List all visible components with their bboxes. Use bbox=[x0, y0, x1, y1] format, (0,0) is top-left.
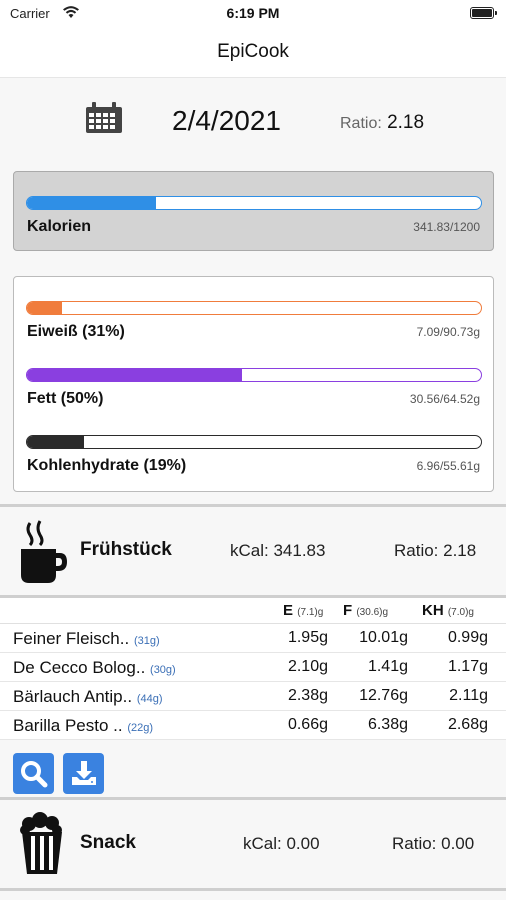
popcorn-icon bbox=[20, 812, 64, 879]
header-fat-label: F bbox=[343, 602, 353, 619]
header-carbs-total: (7.0)g bbox=[447, 607, 474, 618]
navigation-bar: EpiCook bbox=[0, 28, 506, 78]
fat-value: 30.56/64.52g bbox=[409, 392, 480, 406]
table-row[interactable]: Bärlauch Antip.. (44g) 2.38g 12.76g 2.11… bbox=[0, 682, 506, 711]
coffee-cup-icon bbox=[18, 519, 68, 590]
meal-ratio: Ratio: 2.18 bbox=[394, 541, 477, 560]
food-protein: 2.10g bbox=[287, 658, 328, 675]
carbs-progress-bar bbox=[26, 435, 482, 449]
carrier-label: Carrier bbox=[10, 6, 50, 21]
battery-icon bbox=[470, 7, 497, 19]
calories-progress-fill bbox=[27, 197, 157, 209]
protein-value: 7.09/90.73g bbox=[416, 325, 480, 339]
meal-name: Frühstück bbox=[80, 539, 172, 560]
wifi-icon bbox=[62, 5, 80, 24]
food-grams: (44g) bbox=[136, 693, 163, 705]
meal-name: Snack bbox=[80, 832, 136, 853]
food-name-text: Feiner Fleisch.. bbox=[13, 629, 130, 648]
header-protein-total: (7.1)g bbox=[297, 607, 324, 618]
meal-kcal: kCal: 0.00 bbox=[243, 834, 320, 853]
calories-value: 341.83/1200 bbox=[413, 220, 480, 234]
header-carbs-label: KH bbox=[422, 602, 444, 619]
protein-progress-bar bbox=[26, 301, 482, 315]
food-carbs: 1.17g bbox=[447, 658, 488, 675]
macros-card: Eiweiß (31%) 7.09/90.73g Fett (50%) 30.5… bbox=[13, 276, 494, 492]
food-name-text: Barilla Pesto .. bbox=[13, 716, 123, 735]
carbs-label: Kohlenhydrate (19%) bbox=[27, 457, 187, 474]
food-name-text: Bärlauch Antip.. bbox=[13, 687, 133, 706]
selected-date[interactable]: 2/4/2021 bbox=[172, 105, 281, 136]
carbs-progress-fill bbox=[27, 436, 84, 448]
download-icon bbox=[70, 759, 98, 792]
table-row[interactable]: Feiner Fleisch.. (31g) 1.95g 10.01g 0.99… bbox=[0, 624, 506, 653]
main-content: 2/4/2021 Ratio: 2.18 Kalorien 341.83/120… bbox=[0, 78, 506, 900]
food-fat: 12.76g bbox=[359, 687, 408, 704]
meal-snack[interactable]: Snack kCal: 0.00 Ratio: 0.00 bbox=[0, 800, 506, 890]
search-icon bbox=[20, 760, 48, 793]
protein-label: Eiweiß (31%) bbox=[27, 323, 125, 340]
fat-progress-fill bbox=[27, 369, 243, 381]
import-food-button[interactable] bbox=[63, 753, 104, 794]
fat-label: Fett (50%) bbox=[27, 390, 104, 407]
app-title: EpiCook bbox=[217, 41, 289, 62]
food-protein: 2.38g bbox=[287, 687, 328, 704]
calendar-icon[interactable] bbox=[85, 102, 123, 139]
header-carbs: KH (7.0)g bbox=[422, 602, 474, 619]
meal-ratio: Ratio: 0.00 bbox=[392, 834, 475, 853]
food-carbs: 2.68g bbox=[447, 716, 488, 733]
food-protein: 1.95g bbox=[287, 629, 328, 646]
status-time: 6:19 PM bbox=[226, 5, 280, 21]
food-grams: (31g) bbox=[133, 635, 160, 647]
day-ratio-label: Ratio: bbox=[340, 115, 382, 132]
food-name: Bärlauch Antip.. (44g) bbox=[13, 687, 163, 707]
food-fat: 6.38g bbox=[367, 716, 408, 733]
food-carbs: 2.11g bbox=[449, 687, 488, 704]
calories-progress-bar bbox=[26, 196, 482, 210]
status-bar: Carrier 6:19 PM bbox=[0, 0, 506, 28]
section-divider bbox=[0, 888, 506, 891]
search-food-button[interactable] bbox=[13, 753, 54, 794]
table-row[interactable]: De Cecco Bolog.. (30g) 2.10g 1.41g 1.17g bbox=[0, 653, 506, 682]
section-divider bbox=[0, 595, 506, 598]
meal-breakfast[interactable]: Frühstück kCal: 341.83 Ratio: 2.18 bbox=[0, 507, 506, 597]
food-grams: (30g) bbox=[150, 664, 176, 676]
section-divider bbox=[0, 504, 506, 507]
food-name: Barilla Pesto .. (22g) bbox=[13, 716, 153, 736]
header-fat-total: (30.6)g bbox=[356, 607, 389, 618]
carbs-value: 6.96/55.61g bbox=[416, 459, 480, 473]
day-ratio-value: 2.18 bbox=[387, 112, 425, 133]
food-name: Feiner Fleisch.. (31g) bbox=[13, 629, 160, 649]
section-divider bbox=[0, 797, 506, 800]
table-header: E (7.1)g F (30.6)g KH (7.0)g bbox=[0, 598, 506, 624]
table-row[interactable]: Barilla Pesto .. (22g) 0.66g 6.38g 2.68g bbox=[0, 711, 506, 740]
day-ratio: Ratio: 2.18 bbox=[340, 112, 424, 134]
calories-label: Kalorien bbox=[27, 218, 92, 235]
header-protein: E (7.1)g bbox=[283, 602, 323, 619]
food-grams: (22g) bbox=[127, 722, 154, 734]
meal-kcal: kCal: 341.83 bbox=[230, 541, 326, 560]
food-fat: 1.41g bbox=[367, 658, 408, 675]
food-name: De Cecco Bolog.. (30g) bbox=[13, 658, 176, 678]
header-fat: F (30.6)g bbox=[343, 602, 388, 619]
fat-progress-bar bbox=[26, 368, 482, 382]
food-name-text: De Cecco Bolog.. bbox=[13, 658, 146, 677]
header-protein-label: E bbox=[283, 602, 294, 619]
protein-progress-fill bbox=[27, 302, 63, 314]
calories-card: Kalorien 341.83/1200 bbox=[13, 171, 494, 251]
food-carbs: 0.99g bbox=[447, 629, 488, 646]
date-row: 2/4/2021 Ratio: 2.18 bbox=[0, 92, 506, 152]
food-protein: 0.66g bbox=[287, 716, 328, 733]
food-fat: 10.01g bbox=[359, 629, 408, 646]
